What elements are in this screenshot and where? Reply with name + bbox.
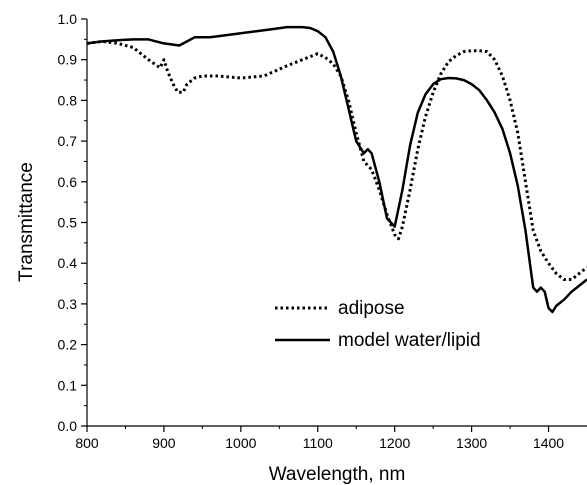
series-line-adipose [87,39,587,281]
x-tick-label-1200: 1200 [379,435,410,451]
y-ticks: 0.0 0.1 0.2 0.3 0.4 0.5 0.6 0.7 0.8 0.9 1.0 [58,11,87,434]
y-tick-label-1: 1.0 [58,11,78,27]
x-tick-label-1400: 1400 [533,435,564,451]
x-tick-label-1100: 1100 [303,435,333,451]
x-tick-label-800: 800 [75,435,99,451]
y-tick-label-0.7: 0.7 [58,133,78,149]
x-tick-label-1300: 1300 [456,435,487,451]
series-line-model-water-lipid [87,25,587,314]
y-tick-label-0.4: 0.4 [58,255,78,271]
y-tick-label-0.1: 0.1 [58,377,78,393]
y-tick-label-0.9: 0.9 [58,52,78,68]
x-axis-title: Wavelength, nm [269,464,406,485]
y-tick-label-0: 0.0 [58,418,78,434]
x-ticks: 800 900 1000 1100 1200 1300 1400 [75,426,564,451]
legend-label-model-water-lipid: model water/lipid [338,330,481,351]
y-axis-title: Transmittance [16,162,37,282]
series-layer [87,25,587,314]
y-tick-label-0.3: 0.3 [58,296,78,312]
y-tick-label-0.5: 0.5 [58,215,78,231]
legend-label-adipose: adipose [338,298,405,319]
x-tick-label-900: 900 [152,435,176,451]
y-tick-label-0.2: 0.2 [58,337,78,353]
y-tick-label-0.6: 0.6 [58,174,78,190]
y-tick-label-0.8: 0.8 [58,92,78,108]
x-tick-label-1000: 1000 [225,435,256,451]
axes: 800 900 1000 1100 1200 1300 1400 0.00.10.20.30… [58,11,587,451]
legend: adipose model water/lipid [275,298,481,351]
